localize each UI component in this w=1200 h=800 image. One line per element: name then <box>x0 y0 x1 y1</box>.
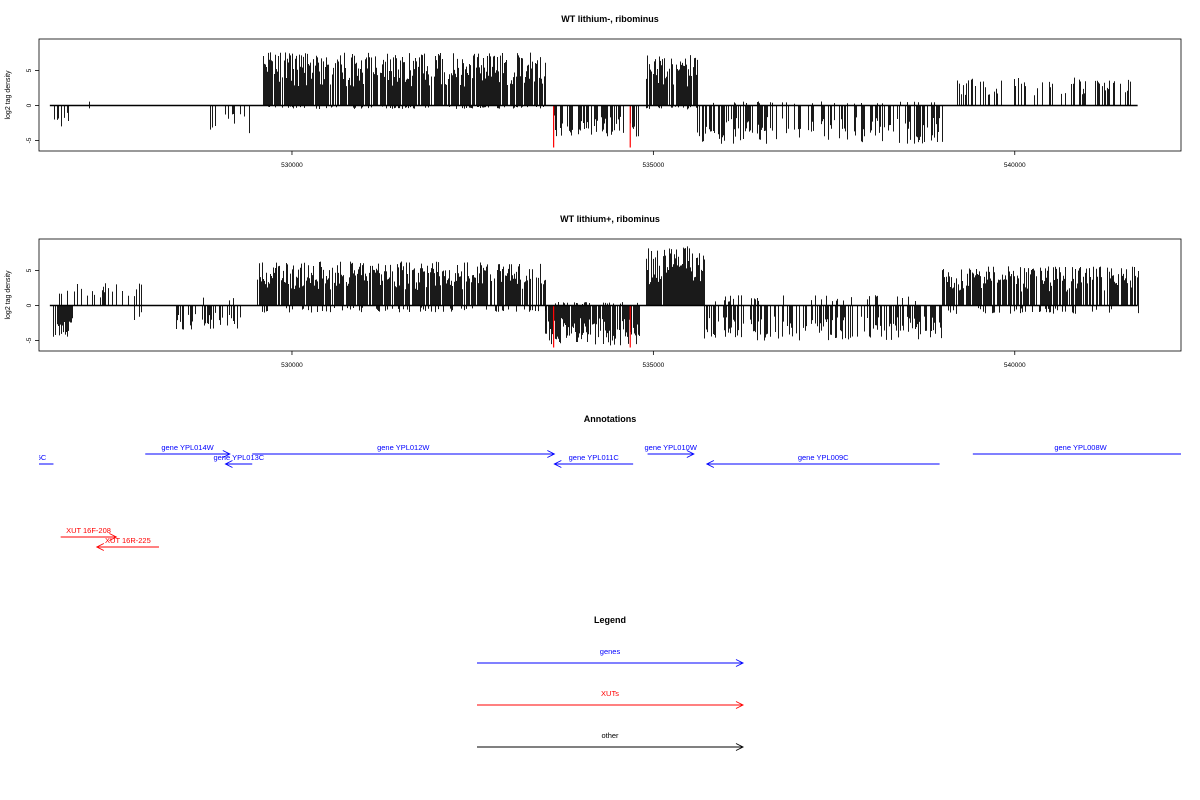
annotation-arrow-head <box>222 450 231 458</box>
x-tick-label: 530000 <box>281 162 303 169</box>
legend-label: XUTs <box>601 689 619 698</box>
x-tick-label: 535000 <box>643 162 665 169</box>
annotation-genes: gene YPL014W <box>145 443 231 458</box>
legend-item: XUTs <box>477 689 745 709</box>
annotation-arrow-head <box>553 460 562 468</box>
annotation-xuts: XUT 16F-208 <box>60 526 118 541</box>
legend-arrow-head <box>735 659 745 667</box>
annotation-label: gene YPL010W <box>645 443 698 452</box>
x-tick-label: 535000 <box>643 362 665 369</box>
annotation-label: gene YPL012W <box>377 443 430 452</box>
legend-item: other <box>477 731 745 751</box>
y-tick-label: -5 <box>26 137 33 143</box>
panel-title: WT lithium-, ribominus <box>561 14 659 24</box>
legend: Legend genes XUTs other <box>477 615 745 751</box>
y-tick-label: 0 <box>26 103 33 107</box>
annotation-arrow-head <box>686 450 695 458</box>
plot-frame <box>38 38 1182 152</box>
annotation-arrow-head <box>1181 451 1188 458</box>
legend-arrow-head <box>735 701 745 709</box>
x-tick-label: 540000 <box>1004 162 1026 169</box>
annotation-genes: gene YPL010W <box>645 443 698 458</box>
plot-frame <box>38 238 1182 352</box>
density-panel-lithium-minus: WT lithium-, ribominus 530000 535000 54000… <box>5 14 1182 169</box>
annotation-genes: gene YPL012W <box>252 443 556 458</box>
y-axis-label: log2 tag density <box>5 70 12 120</box>
annotation-arrow-head <box>705 460 715 468</box>
annotation-label: gene YPL014W <box>161 443 214 452</box>
legend-item: genes <box>477 647 745 667</box>
legend-label: genes <box>600 647 621 656</box>
annotation-label: gene YPL013C <box>213 453 264 462</box>
annotation-genes: gene YPL015C <box>0 453 54 465</box>
legend-items: genes XUTs other <box>477 647 745 751</box>
y-tick-label: 5 <box>26 268 33 272</box>
legend-arrow-head <box>735 743 745 751</box>
annotation-genes: gene YPL009C <box>705 453 940 468</box>
axes: 530000 535000 540000 5 0 -5 <box>26 68 1026 169</box>
annotation-arrow-head <box>224 460 233 468</box>
annotation-label: gene YPL008W <box>1054 443 1107 452</box>
y-tick-label: 5 <box>26 68 33 72</box>
annotation-arrow-head <box>547 450 556 458</box>
y-tick-label: 0 <box>26 303 33 307</box>
annotation-genes: gene YPL011C <box>553 453 634 468</box>
bar-group <box>49 52 1138 148</box>
annotation-label: gene YPL015C <box>0 453 47 462</box>
annotation-arrow-head <box>109 533 118 541</box>
y-tick-label: -5 <box>26 337 33 343</box>
panel-title: WT lithium+, ribominus <box>560 214 660 224</box>
x-tick-label: 530000 <box>281 362 303 369</box>
bar-group <box>49 246 1139 348</box>
annotation-genes: gene YPL008W <box>972 443 1188 458</box>
annotation-label: gene YPL009C <box>798 453 849 462</box>
annotation-genes: gene YPL013C <box>213 453 265 468</box>
annotation-label: gene YPL011C <box>569 453 620 462</box>
density-panel-lithium-plus: WT lithium+, ribominus 530000 535000 54000… <box>5 214 1182 369</box>
y-axis-label: log2 tag density <box>5 270 12 320</box>
annotation-xuts: XUT 16R-225 <box>95 536 159 551</box>
legend-label: other <box>601 731 619 740</box>
legend-title: Legend <box>594 615 626 625</box>
annotations-title: Annotations <box>584 414 637 424</box>
annotation-arrow-head <box>95 543 105 551</box>
annotation-label: XUT 16F-208 <box>66 526 111 535</box>
x-tick-label: 540000 <box>1004 362 1026 369</box>
axes: 530000 535000 540000 5 0 -5 <box>26 268 1026 369</box>
annotation-label: XUT 16R-225 <box>105 536 151 545</box>
